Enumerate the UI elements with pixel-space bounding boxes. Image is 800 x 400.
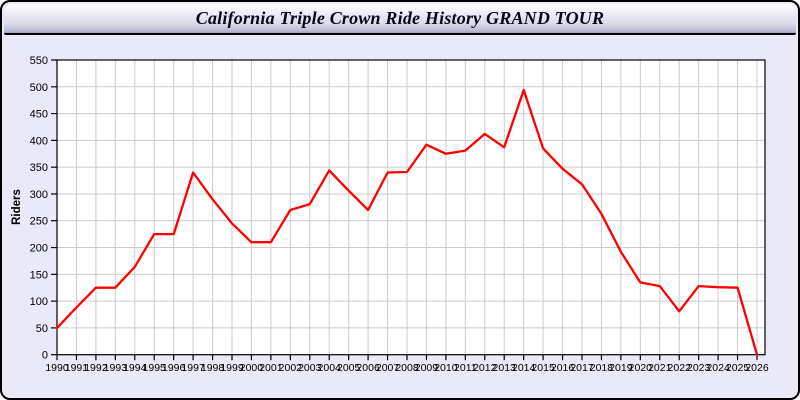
svg-text:2010: 2010 [434, 362, 458, 374]
svg-text:1993: 1993 [104, 362, 128, 374]
svg-text:150: 150 [30, 269, 48, 281]
svg-text:2014: 2014 [512, 362, 536, 374]
y-axis-title: Riders [11, 189, 23, 225]
svg-text:2019: 2019 [609, 362, 633, 374]
plot-background [57, 60, 765, 355]
svg-text:1999: 1999 [220, 362, 244, 374]
axis-ticks [51, 59, 758, 361]
svg-text:0: 0 [42, 350, 48, 362]
svg-text:1997: 1997 [181, 362, 205, 374]
svg-text:2002: 2002 [279, 362, 303, 374]
chart-region: 0 50 100 150 200 250 300 350 400 450 500 550 1990 19… [2, 38, 798, 398]
svg-text:2018: 2018 [590, 362, 614, 374]
svg-text:2006: 2006 [356, 362, 380, 374]
svg-text:2007: 2007 [376, 362, 400, 374]
title-bar: California Triple Crown Ride History GRA… [4, 4, 796, 35]
svg-text:300: 300 [30, 189, 48, 201]
svg-text:2021: 2021 [648, 362, 672, 374]
x-axis-tick-labels: 1990199119921993199419951996199719981999… [45, 362, 769, 374]
svg-text:2011: 2011 [454, 362, 477, 374]
svg-text:1992: 1992 [84, 362, 108, 374]
svg-text:1994: 1994 [123, 362, 147, 374]
svg-text:2016: 2016 [551, 362, 575, 374]
svg-text:2026: 2026 [745, 362, 769, 374]
svg-text:2023: 2023 [687, 362, 711, 374]
svg-text:2004: 2004 [318, 362, 342, 374]
svg-text:2015: 2015 [531, 362, 555, 374]
svg-text:2022: 2022 [668, 362, 692, 374]
svg-text:500: 500 [30, 82, 48, 94]
svg-text:1995: 1995 [143, 362, 167, 374]
svg-text:1990: 1990 [45, 362, 69, 374]
plot-frame [56, 59, 766, 356]
svg-text:400: 400 [30, 135, 48, 147]
svg-text:1998: 1998 [201, 362, 225, 374]
svg-text:2009: 2009 [415, 362, 439, 374]
svg-text:250: 250 [30, 216, 48, 228]
svg-text:2003: 2003 [298, 362, 322, 374]
svg-text:50: 50 [36, 323, 48, 335]
svg-text:200: 200 [30, 243, 48, 255]
svg-text:2024: 2024 [706, 362, 730, 374]
svg-text:2025: 2025 [726, 362, 750, 374]
page-title: California Triple Crown Ride History GRA… [195, 8, 605, 28]
svg-text:2005: 2005 [337, 362, 361, 374]
y-axis-tick-labels: 0 50 100 150 200 250 300 350 400 450 500 550 [30, 55, 48, 362]
svg-text:450: 450 [30, 109, 48, 121]
data-line-series [55, 88, 759, 356]
svg-text:100: 100 [30, 296, 48, 308]
svg-text:2020: 2020 [629, 362, 653, 374]
svg-text:2013: 2013 [493, 362, 517, 374]
svg-text:350: 350 [30, 162, 48, 174]
svg-text:1991: 1991 [65, 362, 89, 374]
svg-text:2001: 2001 [259, 362, 283, 374]
svg-text:1996: 1996 [162, 362, 186, 374]
svg-text:2008: 2008 [395, 362, 419, 374]
svg-text:550: 550 [30, 55, 48, 67]
svg-text:2012: 2012 [473, 362, 497, 374]
svg-text:2000: 2000 [240, 362, 264, 374]
svg-text:2017: 2017 [570, 362, 594, 374]
